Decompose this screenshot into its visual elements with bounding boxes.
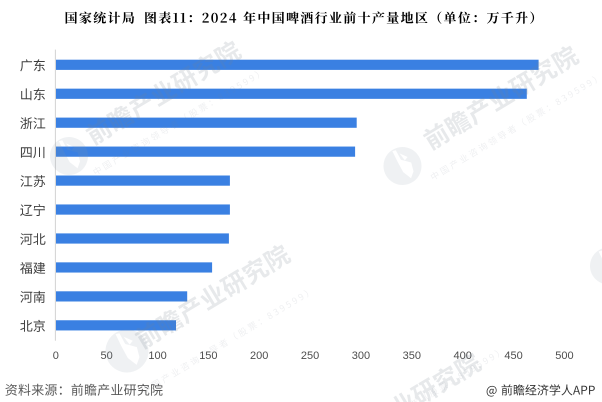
svg-text:100: 100 [148,350,166,362]
svg-text:450: 450 [504,350,522,362]
svg-text:200: 200 [250,350,268,362]
svg-text:0: 0 [53,350,59,362]
svg-text:400: 400 [454,350,472,362]
svg-text:350: 350 [403,350,421,362]
svg-text:150: 150 [199,350,217,362]
svg-text:50: 50 [101,350,113,362]
svg-text:500: 500 [555,350,573,362]
svg-text:300: 300 [352,350,370,362]
svg-text:250: 250 [301,350,319,362]
